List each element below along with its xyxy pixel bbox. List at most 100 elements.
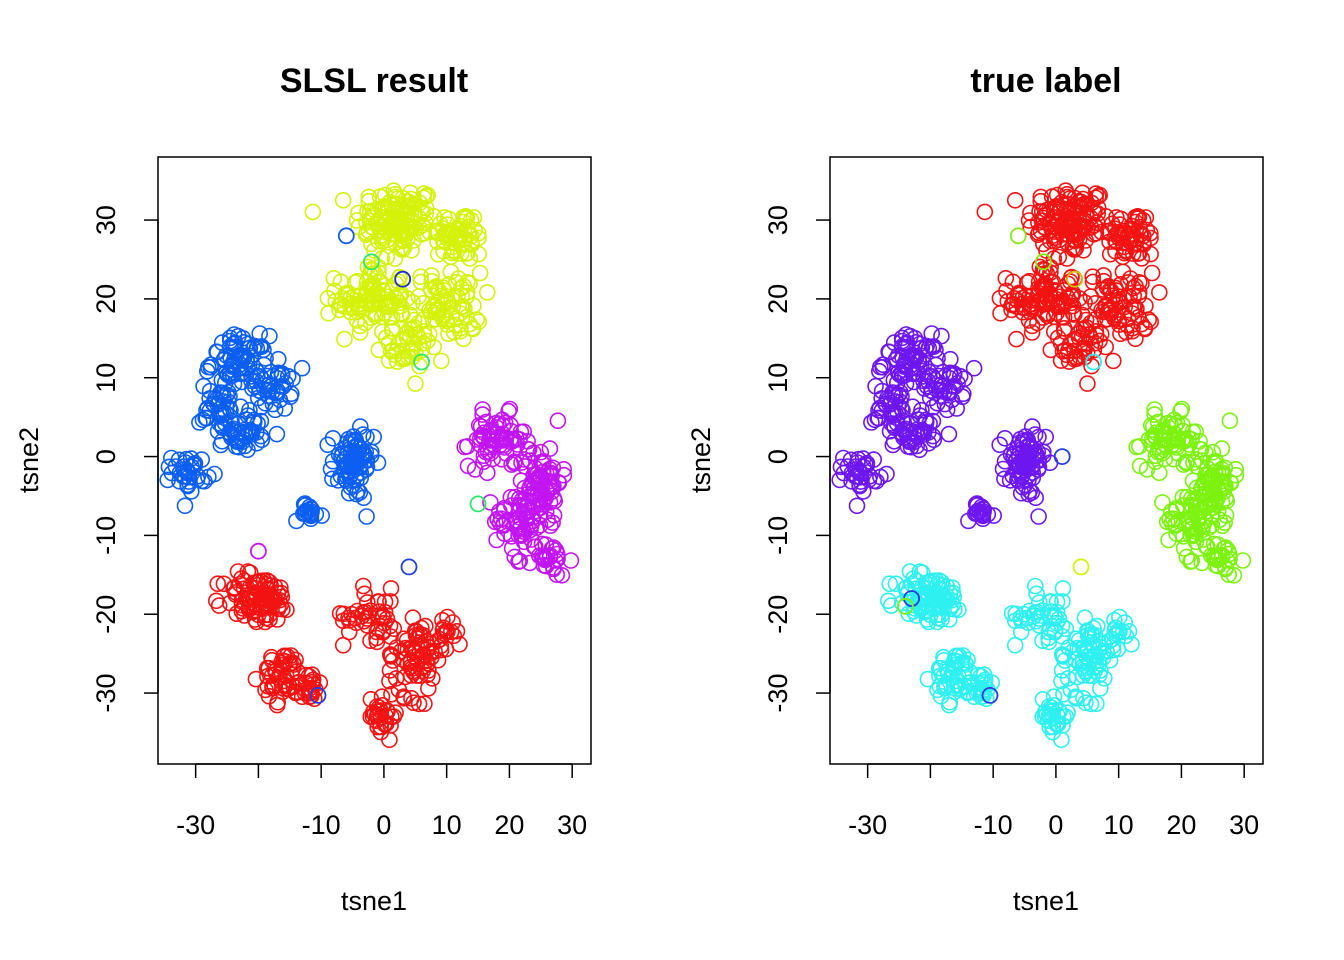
data-point [1169, 445, 1187, 462]
data-point [1131, 273, 1148, 291]
data-point [375, 290, 393, 308]
data-point [257, 681, 274, 699]
data-point [268, 611, 286, 628]
data-point [929, 609, 947, 627]
outlier-point [1085, 353, 1102, 371]
data-point [398, 193, 416, 210]
y-tick-label: 0 [763, 449, 793, 464]
data-point [373, 308, 391, 326]
data-point [488, 531, 505, 549]
data-point [1160, 531, 1177, 549]
data-point [521, 452, 539, 469]
data-point [1015, 605, 1033, 623]
data-point [249, 389, 267, 407]
data-point [919, 372, 937, 390]
data-point [969, 504, 986, 522]
data-point [976, 671, 994, 689]
data-point [1064, 304, 1082, 322]
data-point [425, 297, 442, 315]
x-tick-label: 30 [557, 810, 587, 840]
data-point [461, 275, 478, 292]
data-point [929, 350, 946, 367]
data-point [1203, 516, 1221, 534]
data-point [325, 269, 343, 287]
data-point [976, 203, 994, 221]
data-point [259, 677, 277, 695]
data-point [1018, 449, 1036, 467]
data-point [1131, 438, 1148, 455]
data-point [517, 490, 534, 508]
data-point [930, 572, 948, 589]
data-point [170, 451, 188, 469]
data-point [429, 245, 447, 263]
data-point [919, 670, 937, 688]
x-tick-label: 20 [494, 810, 524, 840]
x-tick-label: 30 [1229, 810, 1259, 840]
data-point [1006, 636, 1024, 654]
data-point [210, 597, 228, 614]
data-point [440, 210, 458, 228]
data-point [1035, 218, 1053, 236]
x-tick-label: 0 [376, 810, 391, 840]
data-point [1036, 708, 1054, 725]
data-point [450, 270, 467, 287]
y-axis-label: tsne2 [686, 427, 716, 493]
data-point [346, 449, 364, 467]
data-point [269, 350, 287, 368]
data-point [1216, 514, 1233, 531]
data-point [406, 622, 424, 640]
data-point [412, 273, 430, 291]
data-point [1209, 557, 1227, 575]
data-point [1204, 443, 1222, 461]
data-point [959, 651, 976, 669]
data-point [1193, 554, 1211, 572]
outlier-point [896, 597, 914, 615]
data-point [495, 517, 512, 534]
data-point [1138, 461, 1156, 478]
x-axis: -30 -10 0 10 20 30 [176, 763, 587, 840]
data-point [1089, 205, 1106, 222]
data-point [923, 325, 941, 342]
data-point [1100, 300, 1118, 318]
data-point [842, 451, 860, 469]
data-point [412, 268, 430, 286]
data-point [343, 605, 361, 623]
data-point [991, 436, 1009, 454]
data-point [950, 601, 967, 619]
data-point [1007, 605, 1025, 623]
data-point [553, 566, 571, 584]
y-tick-label: -30 [91, 674, 121, 713]
data-point [521, 554, 539, 572]
data-point [1142, 313, 1159, 331]
data-point [1041, 703, 1059, 720]
data-point [941, 693, 959, 711]
data-point [918, 611, 936, 628]
x-tick-label: -30 [176, 810, 215, 840]
data-point [248, 613, 265, 631]
outlier-point [469, 495, 487, 513]
data-point [417, 188, 435, 205]
data-point [1102, 302, 1119, 319]
data-point [228, 431, 245, 449]
data-point [1030, 610, 1048, 627]
data-point [345, 287, 363, 305]
data-point [249, 573, 267, 590]
data-point [419, 186, 437, 204]
y-tick-label: -10 [763, 516, 793, 555]
data-point [249, 415, 266, 432]
data-point [1037, 305, 1054, 322]
data-point [936, 383, 953, 401]
data-point [383, 685, 400, 703]
data-point [1023, 324, 1041, 341]
data-point [461, 315, 478, 333]
data-point [834, 449, 852, 467]
data-point [1183, 431, 1200, 448]
data-point [974, 505, 992, 522]
data-point [425, 338, 443, 356]
data-point [455, 234, 473, 252]
data-point [296, 684, 314, 702]
data-point [1213, 440, 1231, 457]
data-point [302, 505, 320, 522]
data-point [369, 703, 387, 720]
data-point [1076, 293, 1093, 311]
